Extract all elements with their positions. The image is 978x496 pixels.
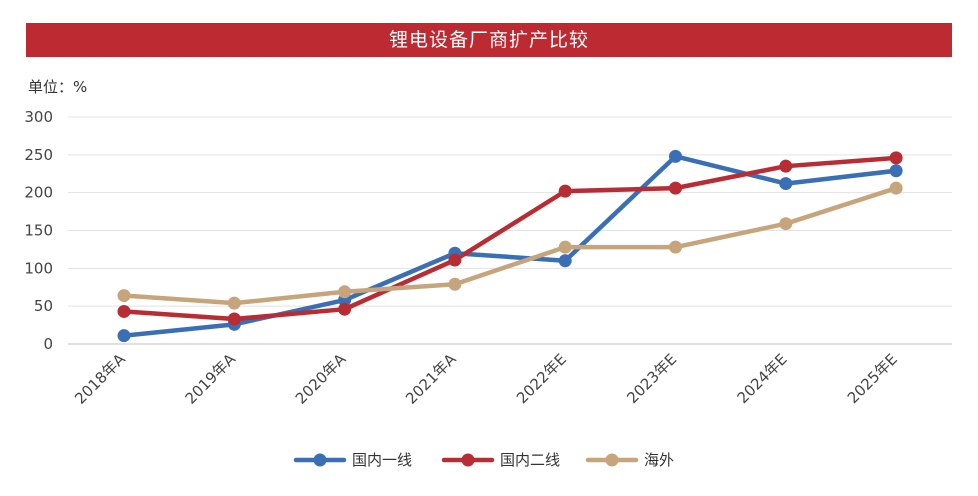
data-point bbox=[558, 240, 572, 254]
y-axis-ticks: 0 50 100 150 200 250 300 bbox=[24, 108, 53, 353]
x-tick-label: 2022年E bbox=[513, 350, 570, 407]
data-point bbox=[448, 253, 462, 267]
data-point bbox=[779, 177, 793, 191]
data-point bbox=[117, 329, 131, 343]
legend-marker bbox=[605, 453, 619, 467]
legend: 国内一线 国内二线 海外 bbox=[293, 451, 674, 469]
data-point bbox=[558, 254, 572, 268]
series-line bbox=[121, 185, 899, 306]
y-tick-label: 300 bbox=[24, 108, 53, 126]
y-tick-label: 100 bbox=[24, 259, 53, 277]
x-tick-label: 2023年E bbox=[623, 350, 680, 407]
x-tick-label: 2020年A bbox=[292, 350, 350, 408]
data-point bbox=[669, 149, 682, 163]
y-tick-label: 250 bbox=[24, 146, 53, 164]
series-line bbox=[121, 154, 899, 338]
data-point bbox=[779, 159, 793, 173]
x-tick-label: 2018年A bbox=[71, 350, 129, 408]
data-point bbox=[558, 184, 572, 198]
data-point bbox=[227, 296, 241, 310]
x-axis-ticks: 2018年A 2019年A 2020年A 2021年A 2022年E 2023年E 2024… bbox=[71, 350, 901, 408]
y-tick-label: 150 bbox=[24, 222, 53, 240]
legend-marker bbox=[461, 453, 475, 467]
data-point bbox=[227, 312, 241, 326]
series-points bbox=[117, 149, 903, 343]
series-line bbox=[121, 155, 899, 322]
x-tick-label: 2025年E bbox=[844, 350, 901, 407]
data-point bbox=[889, 151, 903, 165]
y-tick-label: 50 bbox=[34, 297, 53, 315]
unit-label: 单位：% bbox=[28, 78, 88, 96]
data-point bbox=[117, 304, 131, 318]
data-point bbox=[448, 277, 462, 291]
legend-marker bbox=[313, 453, 327, 467]
data-point bbox=[117, 289, 131, 303]
y-tick-label: 0 bbox=[43, 335, 53, 353]
data-point bbox=[889, 164, 903, 178]
x-tick-label: 2021年A bbox=[402, 350, 460, 408]
data-point bbox=[338, 302, 352, 316]
y-tick-label: 200 bbox=[24, 184, 53, 202]
data-point bbox=[889, 181, 903, 195]
legend-label: 国内一线 bbox=[352, 451, 412, 469]
legend-label: 海外 bbox=[644, 451, 674, 469]
x-tick-label: 2019年A bbox=[182, 350, 240, 408]
data-point bbox=[669, 181, 682, 195]
x-tick-label: 2024年E bbox=[734, 350, 791, 407]
data-point bbox=[779, 217, 793, 231]
series-lines bbox=[121, 154, 899, 338]
grid-lines bbox=[68, 116, 952, 345]
data-point bbox=[669, 240, 682, 254]
chart-title: 锂电设备厂商扩产比较 bbox=[26, 23, 952, 57]
legend-label: 国内二线 bbox=[500, 451, 560, 469]
data-point bbox=[338, 285, 352, 299]
